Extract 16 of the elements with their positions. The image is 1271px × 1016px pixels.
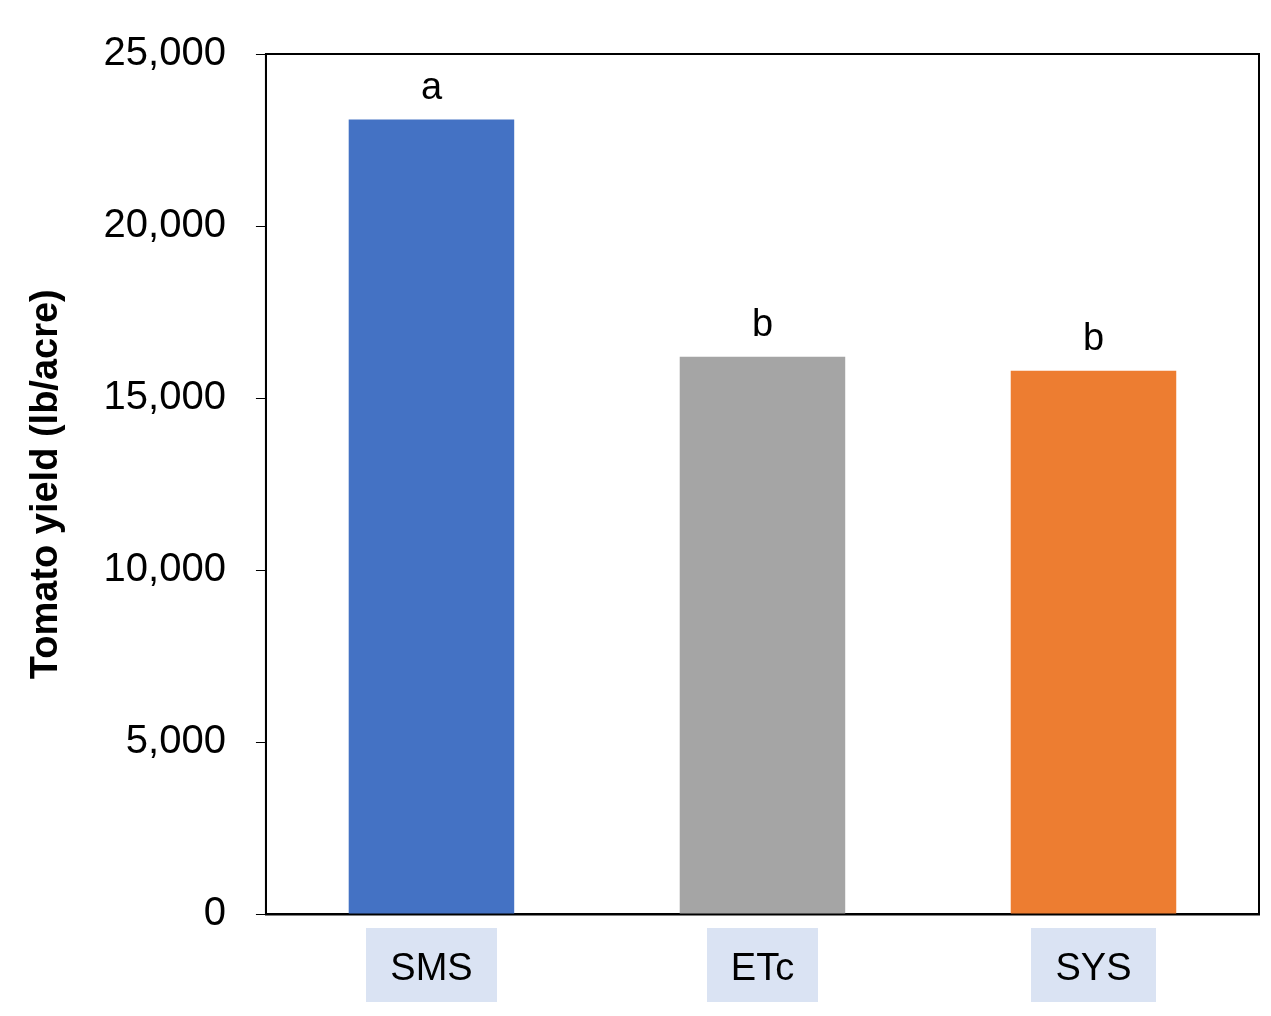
y-tick-label: 15,000	[103, 373, 226, 418]
y-tick-label: 20,000	[103, 201, 226, 246]
y-tick-label: 25,000	[103, 29, 226, 74]
y-tick-label: 0	[203, 889, 226, 934]
x-tick-label: ETc	[730, 945, 795, 988]
x-tick-label: SYS	[1055, 945, 1132, 988]
y-tick-label: 5,000	[125, 717, 226, 762]
bar	[679, 356, 846, 914]
x-tick-label: SMS	[390, 945, 473, 988]
bar	[1010, 370, 1177, 914]
annotation: b	[1082, 316, 1105, 359]
annotation: b	[751, 302, 774, 345]
y-axis-title: Tomato yield (lb/acre)	[23, 289, 66, 680]
bar	[348, 119, 515, 914]
annotation: a	[420, 64, 443, 107]
y-tick-label: 10,000	[103, 545, 226, 590]
